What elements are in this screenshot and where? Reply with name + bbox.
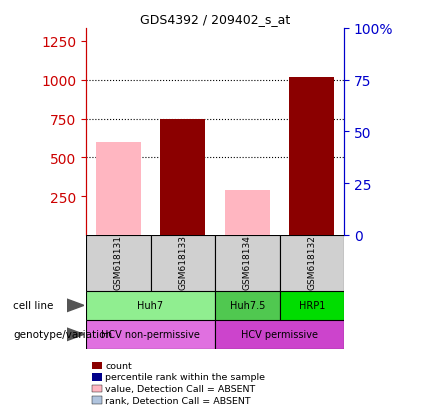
- Text: GSM618134: GSM618134: [243, 235, 252, 290]
- Text: GSM618131: GSM618131: [114, 235, 123, 290]
- Text: count: count: [105, 361, 132, 370]
- Text: cell line: cell line: [13, 300, 53, 310]
- Text: rank, Detection Call = ABSENT: rank, Detection Call = ABSENT: [105, 396, 251, 405]
- Bar: [95, 142, 141, 235]
- Text: HRP1: HRP1: [298, 301, 325, 311]
- Text: Huh7: Huh7: [138, 301, 163, 311]
- Bar: [280, 235, 344, 291]
- Bar: [215, 291, 280, 320]
- Text: HCV non-permissive: HCV non-permissive: [101, 330, 200, 339]
- Bar: [224, 190, 270, 235]
- Text: value, Detection Call = ABSENT: value, Detection Call = ABSENT: [105, 384, 255, 393]
- Polygon shape: [67, 328, 84, 341]
- Bar: [150, 235, 215, 291]
- Text: Huh7.5: Huh7.5: [230, 301, 265, 311]
- Title: GDS4392 / 209402_s_at: GDS4392 / 209402_s_at: [140, 13, 290, 26]
- Bar: [289, 77, 335, 235]
- Bar: [215, 320, 344, 349]
- Polygon shape: [67, 299, 84, 312]
- Text: percentile rank within the sample: percentile rank within the sample: [105, 373, 265, 382]
- Bar: [280, 291, 344, 320]
- Bar: [86, 320, 215, 349]
- Bar: [160, 119, 206, 235]
- Text: GSM618133: GSM618133: [178, 235, 187, 290]
- Bar: [86, 235, 150, 291]
- Bar: [215, 235, 280, 291]
- Text: genotype/variation: genotype/variation: [13, 329, 112, 339]
- Bar: [86, 291, 215, 320]
- Text: HCV permissive: HCV permissive: [241, 330, 318, 339]
- Text: GSM618132: GSM618132: [307, 235, 316, 290]
